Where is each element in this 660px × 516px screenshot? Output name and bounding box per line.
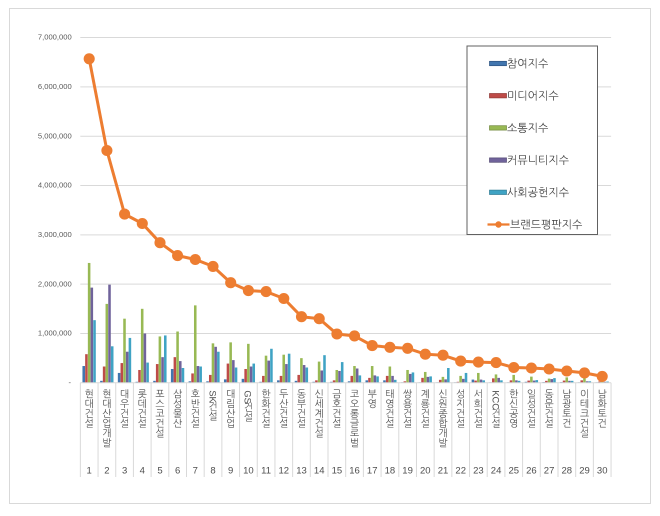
svg-text:6: 6 bbox=[175, 466, 180, 477]
svg-text:20: 20 bbox=[420, 466, 431, 477]
svg-text:KCC: KCC bbox=[490, 390, 500, 410]
svg-text:11: 11 bbox=[261, 466, 271, 477]
svg-text:5: 5 bbox=[157, 466, 162, 477]
svg-text:25: 25 bbox=[509, 466, 520, 477]
svg-text:1,000,000: 1,000,000 bbox=[38, 329, 72, 338]
svg-text:16: 16 bbox=[349, 466, 360, 477]
svg-text:28: 28 bbox=[562, 466, 573, 477]
svg-text:7,000,000: 7,000,000 bbox=[38, 33, 72, 42]
svg-text:18: 18 bbox=[385, 466, 396, 477]
svg-text:30: 30 bbox=[597, 466, 608, 477]
svg-text:23: 23 bbox=[473, 466, 484, 477]
svg-text:2,000,000: 2,000,000 bbox=[38, 279, 72, 288]
svg-text:2: 2 bbox=[104, 466, 109, 477]
svg-text:4,000,000: 4,000,000 bbox=[38, 181, 72, 190]
svg-text:27: 27 bbox=[544, 466, 555, 477]
svg-text:3: 3 bbox=[122, 466, 127, 477]
svg-text:24: 24 bbox=[491, 466, 502, 477]
svg-text:21: 21 bbox=[438, 466, 449, 477]
svg-text:7: 7 bbox=[193, 466, 198, 477]
svg-text:26: 26 bbox=[526, 466, 537, 477]
svg-text:SK: SK bbox=[207, 390, 217, 403]
svg-text:8: 8 bbox=[210, 466, 215, 477]
svg-text:12: 12 bbox=[279, 466, 290, 477]
svg-text:15: 15 bbox=[332, 466, 343, 477]
svg-text:17: 17 bbox=[367, 466, 378, 477]
svg-text:4: 4 bbox=[140, 466, 145, 477]
svg-text:3,000,000: 3,000,000 bbox=[38, 230, 72, 239]
svg-text:14: 14 bbox=[314, 466, 325, 477]
svg-text:6,000,000: 6,000,000 bbox=[38, 82, 72, 91]
svg-text:10: 10 bbox=[243, 466, 254, 477]
svg-text:19: 19 bbox=[402, 466, 413, 477]
svg-text:13: 13 bbox=[296, 466, 307, 477]
svg-text:9: 9 bbox=[228, 466, 233, 477]
svg-text:5,000,000: 5,000,000 bbox=[38, 131, 72, 140]
svg-text:GS: GS bbox=[243, 390, 253, 403]
svg-text:29: 29 bbox=[579, 466, 590, 477]
svg-text:1: 1 bbox=[87, 466, 92, 477]
svg-text:22: 22 bbox=[455, 466, 466, 477]
